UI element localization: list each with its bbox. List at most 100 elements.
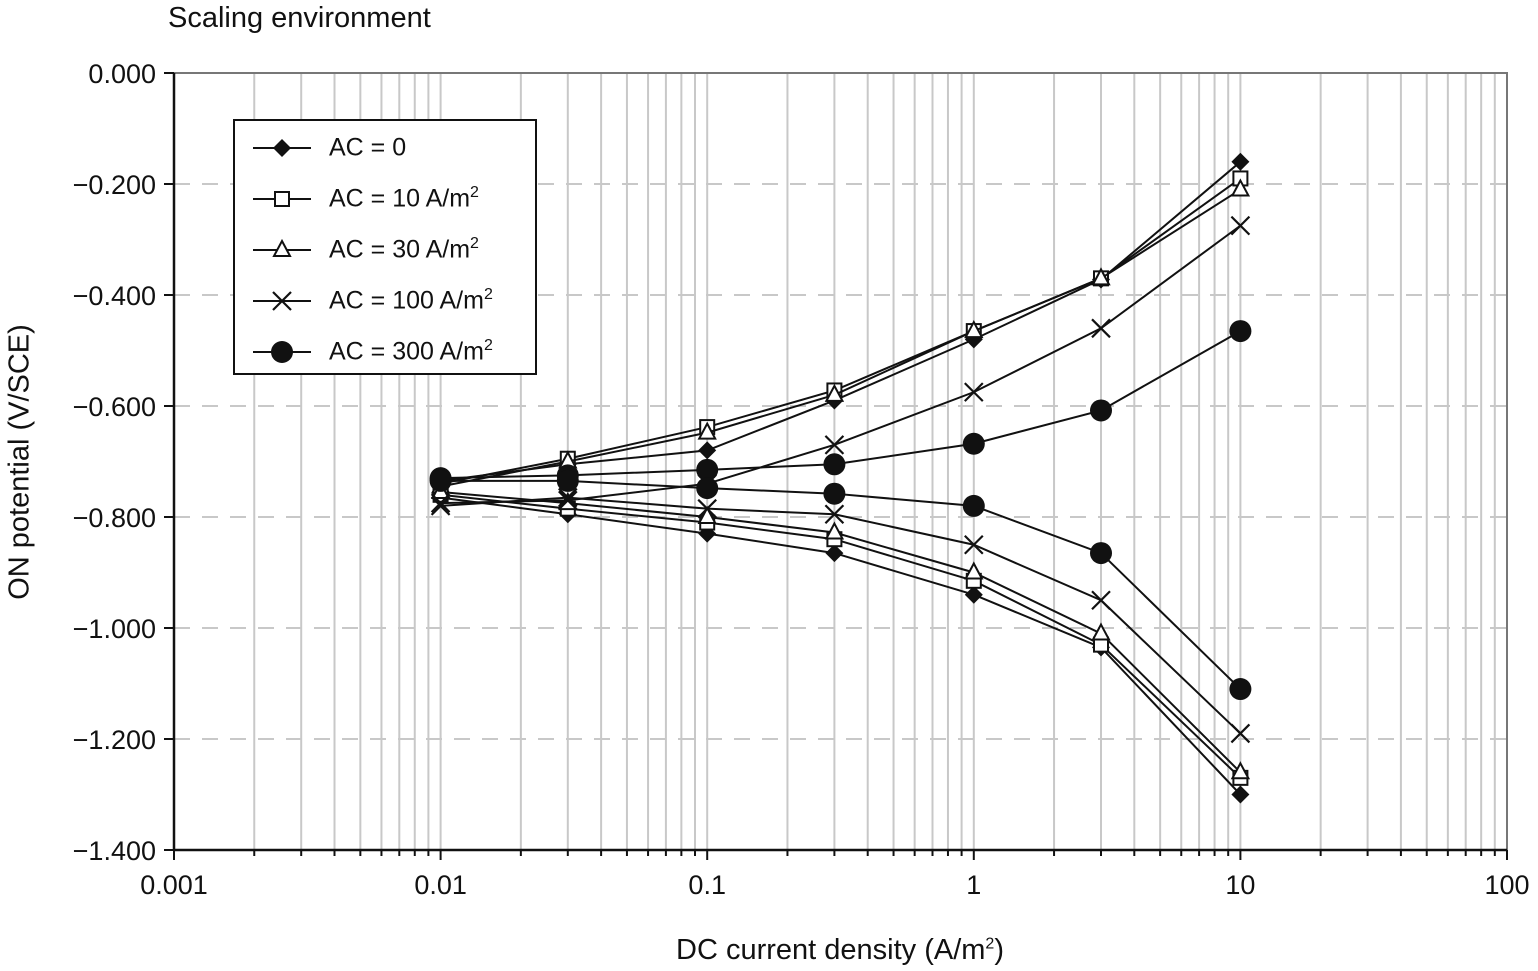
marker-diamond-shape: [698, 441, 717, 460]
y-tick-label: −1.200: [73, 725, 156, 755]
data-point: [964, 585, 983, 604]
x-axis-label: DC current density (A/m2): [676, 934, 1004, 967]
marker-triangle-shape: [964, 561, 984, 580]
y-tick-label: −0.800: [73, 503, 156, 533]
data-point: [962, 432, 985, 455]
series-layer: [429, 152, 1252, 804]
legend-marker-diamond: [253, 139, 311, 157]
marker-triangle-shape: [1091, 267, 1111, 286]
data-point: [1230, 723, 1251, 744]
data-point: [696, 477, 719, 500]
x-tick-label: 0.1: [688, 870, 726, 900]
data-point: [964, 319, 984, 339]
data-point: [1230, 761, 1251, 780]
series-circle: [429, 320, 1252, 701]
data-point: [964, 382, 984, 402]
y-tick-label: −0.600: [73, 392, 156, 422]
marker-x-stroke: [824, 504, 845, 525]
marker-triangle-shape: [1230, 178, 1251, 197]
marker-circle-shape: [696, 458, 719, 481]
legend-marker: [272, 291, 292, 311]
marker-diamond-shape: [1231, 152, 1250, 171]
marker-circle-shape: [1090, 399, 1113, 422]
marker-x-stroke: [558, 490, 578, 511]
axes: 0.001 0.01 0.1 1 10 100 0.000 −0.200 −0.400 −0.60…: [73, 59, 1530, 900]
marker-diamond-shape: [1231, 785, 1250, 804]
data-point: [429, 469, 452, 492]
data-point: [824, 435, 845, 455]
legend-marker: [272, 238, 292, 257]
legend-entry-ac-0: AC = 0: [249, 123, 534, 173]
marker-x-stroke: [1230, 215, 1251, 236]
legend-marker: [274, 191, 290, 207]
legend-label: AC = 10 A/m2: [329, 184, 479, 213]
y-tick-label: −1.400: [73, 836, 156, 866]
data-point: [430, 496, 451, 516]
marker-diamond-shape: [273, 139, 291, 157]
data-point: [1090, 542, 1113, 565]
y-tick-label: −1.000: [73, 614, 156, 644]
marker-x-stroke: [1091, 318, 1111, 339]
data-point: [823, 482, 846, 505]
series-line-anodic: [440, 161, 1242, 482]
series-triangle: [430, 178, 1251, 780]
y-tick-label: −0.200: [73, 170, 156, 200]
marker-triangle-shape: [697, 421, 717, 440]
legend-marker: [273, 139, 291, 157]
marker-x-stroke: [558, 487, 578, 508]
marker-x-stroke: [1230, 723, 1251, 744]
legend-marker-square: [253, 191, 311, 207]
marker-x-stroke: [824, 435, 845, 455]
marker-diamond-shape: [825, 544, 844, 563]
x-tick-label: 0.001: [140, 870, 208, 900]
legend-entry-ac-10: AC = 10 A/m2: [249, 174, 534, 224]
y-tick-label: −0.400: [73, 281, 156, 311]
marker-x-stroke: [430, 496, 451, 516]
x-tick-label: 0.01: [414, 870, 467, 900]
marker-circle-shape: [271, 341, 293, 363]
data-point: [697, 498, 717, 519]
data-point: [1091, 590, 1111, 611]
legend-marker-circle: [253, 341, 311, 363]
marker-circle-shape: [1090, 542, 1113, 565]
marker-triangle-shape: [697, 505, 717, 524]
data-point: [430, 493, 451, 513]
x-tick-label: 10: [1225, 870, 1255, 900]
x-tick-label: 100: [1484, 870, 1529, 900]
marker-x-stroke: [697, 498, 717, 519]
marker-circle-shape: [962, 432, 985, 455]
data-point: [1231, 152, 1250, 171]
marker-x-stroke: [272, 291, 292, 311]
marker-triangle-shape: [964, 319, 984, 339]
marker-circle-shape: [823, 482, 846, 505]
legend-entry-ac-30: AC = 30 A/m2: [249, 225, 534, 275]
data-point: [697, 421, 717, 440]
data-point: [1230, 215, 1251, 236]
data-point: [1091, 318, 1111, 339]
data-point: [823, 453, 846, 476]
marker-triangle-shape: [824, 521, 845, 540]
data-point: [556, 469, 579, 492]
marker-x-stroke: [1091, 590, 1111, 611]
x-axis-label-main: DC current density (A/m: [676, 934, 986, 966]
data-point: [696, 458, 719, 481]
legend-entry-ac-300: AC = 300 A/m2: [249, 327, 534, 377]
marker-circle-shape: [823, 453, 846, 476]
data-point: [824, 521, 845, 540]
x-axis-label-end: ): [994, 934, 1004, 966]
marker-circle-shape: [1229, 320, 1252, 343]
data-point: [1231, 785, 1250, 804]
x-axis-label-sup: 2: [985, 935, 995, 953]
data-point: [558, 487, 578, 508]
legend-marker-x: [253, 291, 311, 311]
data-point: [824, 383, 845, 402]
data-point: [1229, 320, 1252, 343]
marker-triangle-shape: [824, 383, 845, 402]
chart-title: Scaling environment: [168, 2, 431, 34]
data-point: [824, 504, 845, 525]
marker-circle-shape: [696, 477, 719, 500]
legend-label: AC = 0: [329, 133, 407, 162]
marker-circle-shape: [429, 469, 452, 492]
